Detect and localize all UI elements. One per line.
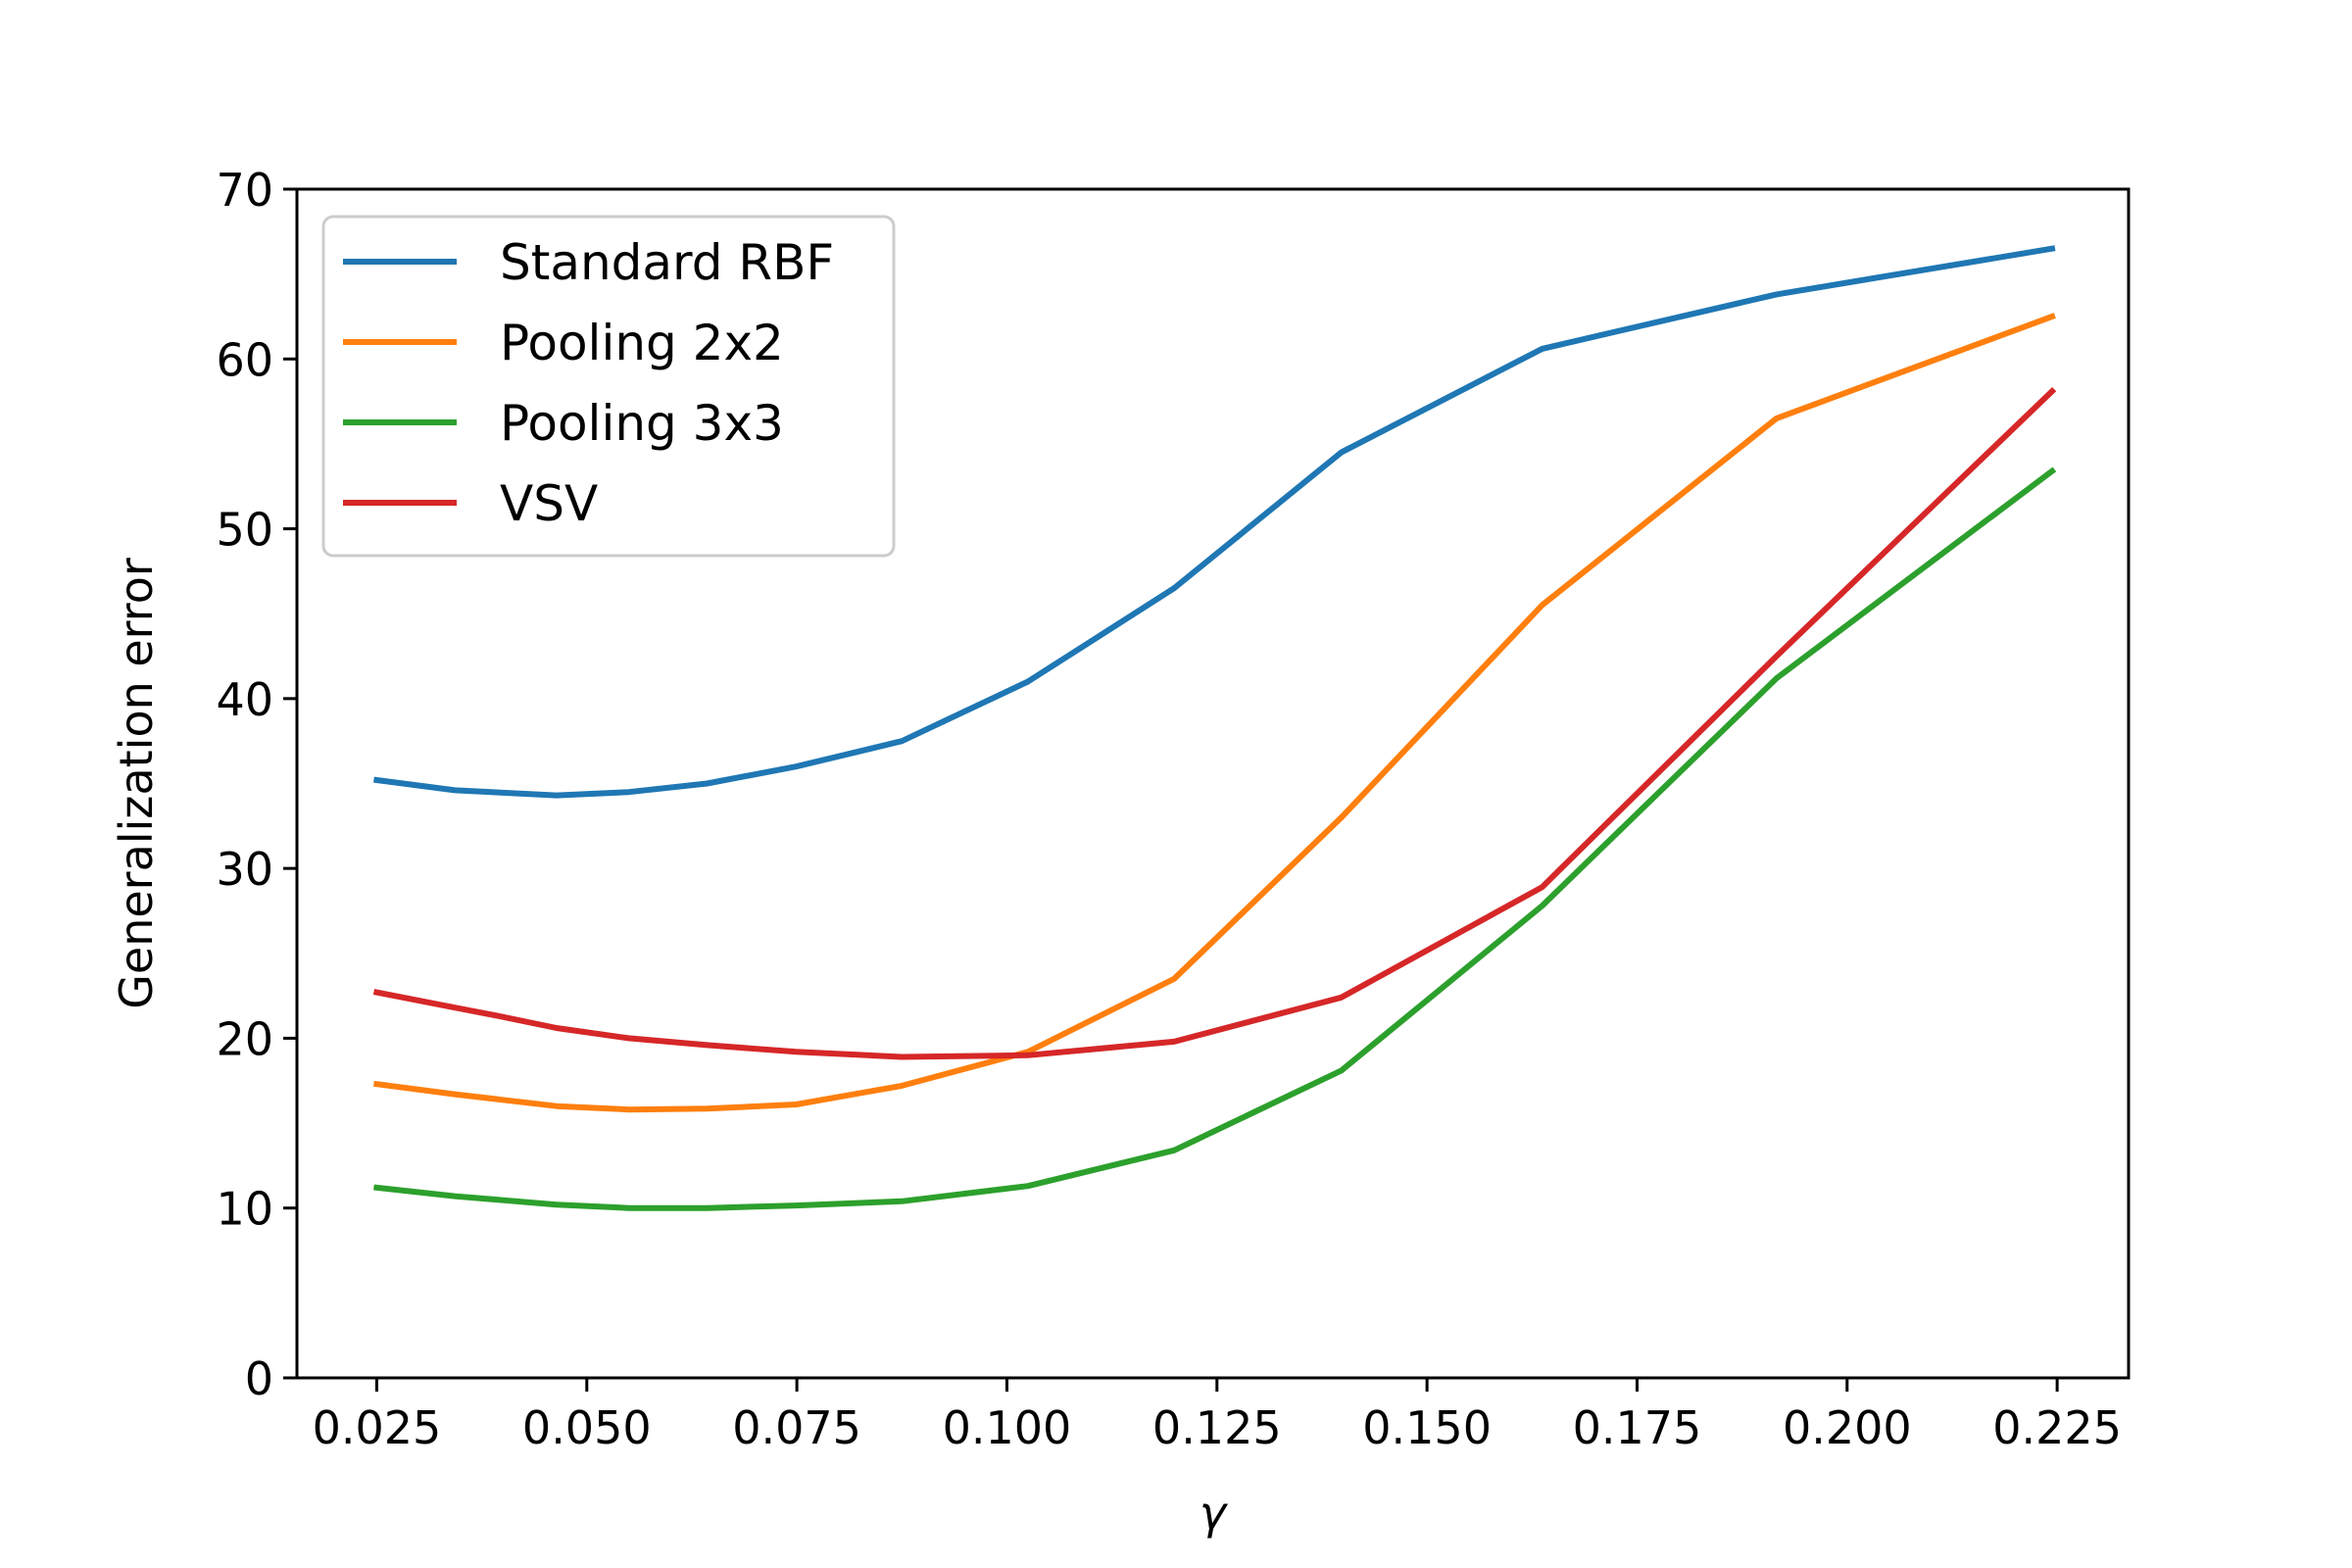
legend: Standard RBF Pooling 2x2 Pooling 3x3 VSV <box>321 215 896 558</box>
x-tick-label: 0.200 <box>1783 1401 1912 1454</box>
x-tick-label: 0.050 <box>522 1401 652 1454</box>
y-tick-label: 50 <box>216 504 273 557</box>
x-axis: 0.025 0.050 0.075 0.100 0.125 0.150 0.175 0.200… <box>313 1378 2122 1454</box>
x-tick-label: 0.150 <box>1362 1401 1492 1454</box>
series-line-4 <box>372 386 2057 1060</box>
series-line-2 <box>373 313 2056 1113</box>
y-axis-label: Generalization error <box>110 558 163 1009</box>
series-layer <box>372 245 2057 1211</box>
legend-frame <box>321 215 896 558</box>
plot-frame <box>295 187 2131 1380</box>
legend-label-4: VSV <box>500 475 598 532</box>
y-tick-label: 70 <box>216 164 273 217</box>
legend-label-2: Pooling 2x2 <box>500 315 784 371</box>
y-tick-label: 20 <box>216 1012 273 1065</box>
y-tick-label: 60 <box>216 333 273 386</box>
y-axis: 0 10 20 30 40 50 60 70 <box>216 164 297 1405</box>
legend-label-3: Pooling 3x3 <box>500 395 784 452</box>
x-tick-label: 0.125 <box>1152 1401 1282 1454</box>
series-line-3 <box>373 466 2057 1211</box>
y-tick-label: 30 <box>216 843 273 896</box>
x-tick-label: 0.025 <box>313 1401 442 1454</box>
x-tick-label: 0.175 <box>1573 1401 1702 1454</box>
legend-label-1: Standard RBF <box>500 234 834 291</box>
x-tick-label: 0.075 <box>732 1401 861 1454</box>
y-tick-label: 40 <box>216 673 273 726</box>
x-tick-label: 0.100 <box>943 1401 1072 1454</box>
y-tick-label: 10 <box>216 1183 273 1236</box>
series-line-1 <box>373 245 2056 799</box>
x-axis-label: γ <box>1200 1487 1229 1540</box>
x-tick-label: 0.225 <box>1992 1401 2122 1454</box>
y-tick-label: 0 <box>245 1352 273 1405</box>
